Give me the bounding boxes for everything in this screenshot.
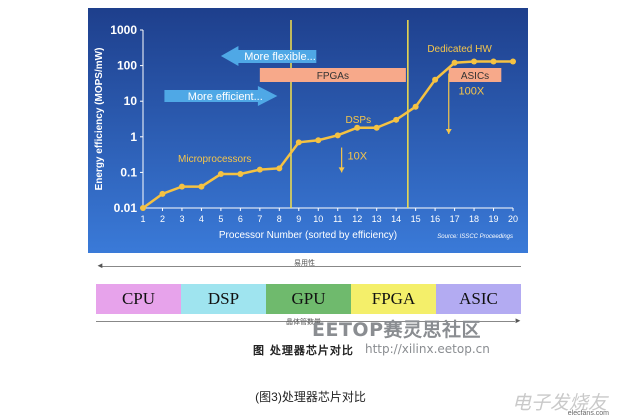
data-point [159,190,166,197]
data-points [140,58,516,211]
data-point [490,58,497,65]
fpgas-range-bar [259,68,406,82]
data-point [334,132,341,139]
x-tick-label: 13 [372,214,382,224]
more-flexible-arrow [220,46,317,66]
arrow-head-left: ◄ [96,261,104,270]
y-tick-label: 100 [117,59,137,73]
ten-x-label: 10X [347,150,367,162]
data-point [510,58,516,65]
watermark-site-sub: elecfans.com [567,410,609,417]
data-point [140,205,146,211]
efficiency-chart: 0.01 0.1 1 10 100 1000 Energy efficiency (MOPS… [88,8,528,253]
data-point [451,59,458,66]
data-point [354,124,361,131]
fpgas-label: FPGAs [317,71,349,82]
asics-label: ASICs [461,71,489,82]
x-tick-label: 10 [313,214,323,224]
chart-background [88,8,528,253]
data-point [295,139,302,146]
x-tick-labels: 1 2 3 4 5 6 7 8 9 10 11 12 13 14 15 16 17 18 19 20Processor… [140,214,518,241]
x-tick-label: 7 [257,214,262,224]
data-point [432,76,439,83]
data-point [178,183,185,190]
x-tick-label: 1 [140,214,145,224]
annotations: More flexible... More efficient... Dedicat… [164,44,513,240]
processor-segment-gpu: GPU [266,284,351,314]
data-point [315,137,322,144]
hundred-x-label: 100X [458,85,484,97]
data-point [373,124,380,131]
x-tick-label: 17 [450,214,460,224]
x-axis-label: Processor Number (sorted by efficiency) [219,230,397,241]
more-efficient-arrow [164,86,278,106]
microprocessors-label: Microprocessors [178,154,251,165]
data-point [276,165,283,172]
x-tick-label: 9 [296,214,301,224]
x-tick-label: 19 [489,214,499,224]
y-tick-label: 1 [130,130,137,144]
y-tick-label: 1000 [110,23,137,37]
asics-range-bar [448,68,502,82]
range-bars: FPGAs ASICs [259,68,502,82]
y-tick-label: 10 [124,94,138,108]
x-tick-label: 18 [469,214,479,224]
x-tick-label: 8 [277,214,282,224]
arrow-head-right: ► [514,316,522,325]
watermark-brand: EETOP赛灵思社区 [312,319,481,341]
x-tick-label: 15 [411,214,421,224]
y-tick-labels: 0.01 0.1 1 10 100 1000 Energy efficiency (MOPS… [94,23,137,215]
y-tick-label: 0.1 [120,165,137,179]
dedicated-hw-label: Dedicated HW [427,44,492,55]
transistor-count-label: 晶体管数量 [286,319,321,326]
watermark-site: 电子发烧友 [511,392,607,414]
y-tick-label: 0.01 [114,201,138,215]
y-axis-label: Energy efficiency (MOPS/mW) [94,48,105,191]
data-point [198,183,205,190]
x-tick-label: 5 [218,214,223,224]
x-tick-label: 4 [199,214,204,224]
x-tick-label: 2 [160,214,165,224]
more-efficient-label: More efficient... [188,91,263,103]
processor-segment-fpga: FPGA [351,284,436,314]
hundred-x-arrowhead [445,128,452,134]
x-tick-label: 6 [238,214,243,224]
processor-segment-cpu: CPU [96,284,181,314]
more-flexible-label: More flexible... [244,51,316,63]
data-point [471,58,478,65]
watermark-url: http://xilinx.eetop.cn [365,342,490,356]
transistor-count-arrow [96,321,515,322]
x-tick-label: 20 [508,214,518,224]
series-line [142,60,513,210]
x-tick-label: 3 [179,214,184,224]
x-tick-label: 14 [391,214,401,224]
data-point [256,166,263,173]
ease-of-use-arrow [102,266,521,267]
ten-x-arrowhead [338,167,345,173]
data-point [393,116,400,123]
source-note: Source: ISSCC Proceedings [437,234,513,240]
dsps-label: DSPs [346,115,372,126]
x-tick-label: 12 [352,214,362,224]
caption: (图3)处理器芯片对比 [255,390,366,404]
ease-of-use-label: 易用性 [294,260,315,267]
data-point [237,171,244,178]
processor-segment-asic: ASIC [436,284,521,314]
processor-bar: CPU DSP GPU FPGA ASIC [96,284,521,314]
data-point [412,103,419,110]
processor-comparison-diagram: ◄ 易用性 CPU DSP GPU FPGA ASIC ► 晶体管数量 [96,258,522,368]
processor-segment-dsp: DSP [181,284,266,314]
x-tick-label: 16 [430,214,440,224]
figure-title: 图 处理器芯片对比 [253,344,354,357]
data-point [217,171,224,178]
x-tick-label: 11 [333,214,342,224]
efficiency-line [142,60,513,210]
